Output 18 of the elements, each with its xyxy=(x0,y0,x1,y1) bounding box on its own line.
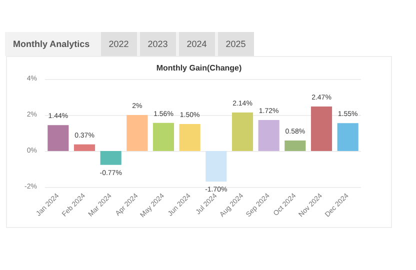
bar xyxy=(232,112,254,151)
bar xyxy=(310,106,332,151)
bar xyxy=(258,120,280,151)
text: 2022 xyxy=(100,32,137,56)
text: 2023 xyxy=(140,32,176,56)
text: Monthly Analytics xyxy=(5,32,98,56)
text: 2025 xyxy=(218,32,254,56)
bar xyxy=(126,115,148,151)
bar xyxy=(206,151,227,182)
bar xyxy=(100,151,122,165)
bar xyxy=(284,140,306,151)
bar xyxy=(179,124,200,151)
bar xyxy=(48,125,69,151)
bar xyxy=(152,122,174,151)
bar xyxy=(74,144,96,151)
chart-title: Monthly Gain(Change) xyxy=(156,64,242,72)
bar xyxy=(337,123,358,151)
text: 2024 xyxy=(178,32,215,56)
